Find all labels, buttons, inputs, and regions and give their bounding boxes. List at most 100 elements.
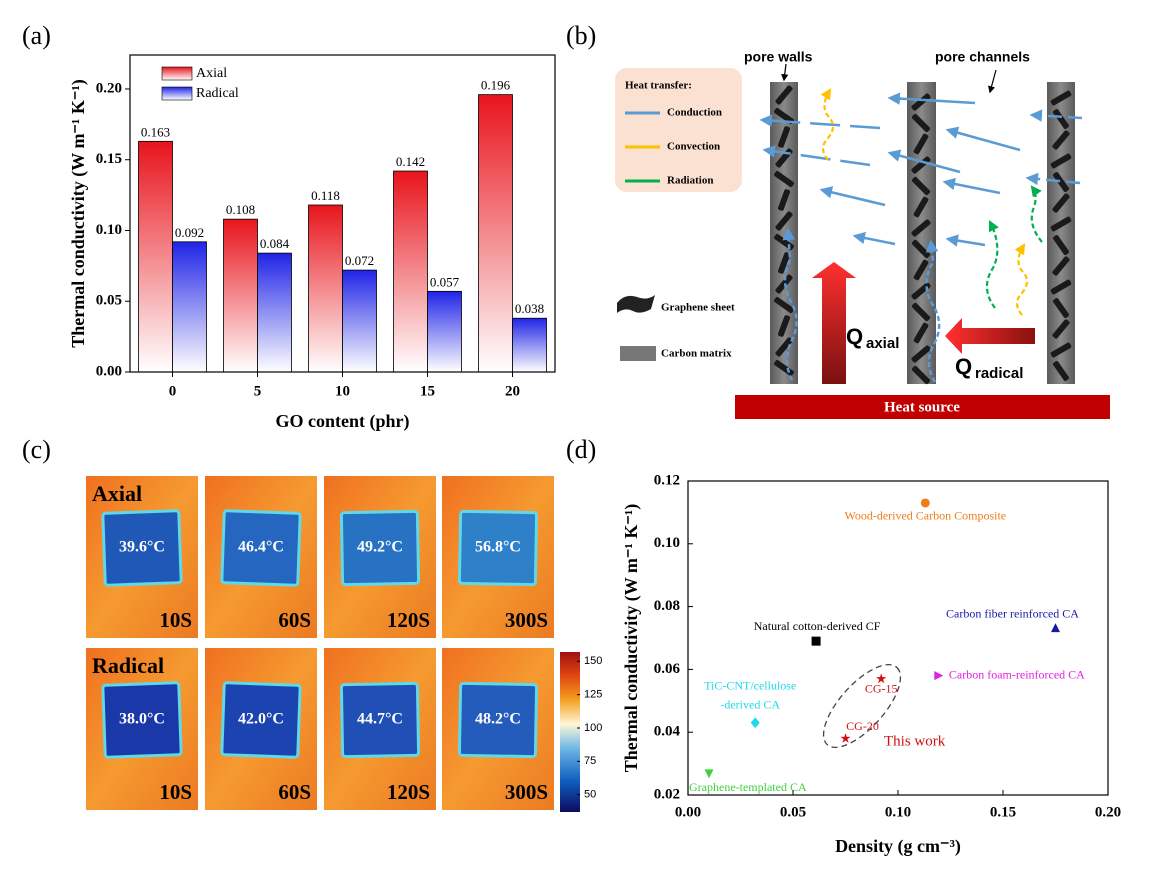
graphene-sheet	[1052, 319, 1070, 339]
temperature: 46.4°C	[238, 539, 284, 556]
colorbar-label: 100	[584, 722, 602, 734]
time-label: 120S	[387, 608, 430, 632]
point-label: -derived CA	[720, 698, 780, 712]
value-label: 0.057	[430, 274, 460, 289]
legend-label: Axial	[196, 66, 227, 81]
legend-label: Radical	[196, 86, 239, 101]
value-label: 0.038	[515, 301, 544, 316]
x-tick-label: 0.05	[780, 804, 806, 820]
y-tick-label: 0.06	[654, 661, 681, 677]
diagram: pore walls pore channels Heat transfer: …	[615, 49, 1110, 419]
graphene-sheet	[1053, 235, 1069, 255]
x-tick-label: 5	[254, 383, 262, 399]
graphene-sheet	[775, 337, 793, 357]
q-subscript: radical	[975, 365, 1023, 382]
x-tick-label: 0.20	[1095, 804, 1121, 820]
radiation-arrows	[985, 185, 1043, 309]
bar	[138, 140, 173, 373]
point-label: CG-15	[865, 682, 898, 696]
label: Carbon matrix	[661, 348, 732, 360]
graphene-sheet	[913, 196, 929, 218]
graphene-sheet	[777, 252, 791, 274]
y-tick-label: 0.04	[654, 724, 681, 740]
y-tick-label: 0.10	[96, 222, 122, 238]
temperature: 56.8°C	[475, 539, 521, 556]
label: pore channels	[935, 49, 1030, 65]
bar	[308, 204, 343, 373]
convection-arrows	[820, 88, 1029, 316]
legend-label: Radiation	[667, 175, 713, 187]
value-label: 0.072	[345, 253, 374, 268]
y-tick-label: 0.15	[96, 151, 122, 167]
point-label: Carbon foam-reinforced CA	[949, 667, 1085, 681]
graphene-sheet	[1053, 298, 1069, 318]
point	[1051, 623, 1060, 633]
graphene-sheet	[775, 85, 793, 105]
time-label: 120S	[387, 780, 430, 804]
graphene-sheet	[775, 211, 793, 231]
value-label: 0.142	[396, 154, 425, 169]
pore-wall	[1047, 82, 1075, 384]
y-tick-label: 0.10	[654, 535, 680, 551]
axial-arrow	[812, 262, 856, 384]
point-label: CG-20	[846, 719, 879, 733]
pointer	[988, 69, 997, 94]
sample	[101, 509, 183, 587]
bar	[342, 269, 377, 373]
bar	[172, 241, 207, 373]
colorbar	[560, 652, 580, 812]
plot-frame	[687, 480, 1109, 796]
annotation: This work	[884, 733, 946, 749]
x-tick-label: 0	[169, 383, 177, 399]
value-label: 0.163	[141, 124, 170, 139]
graphene-sheet	[911, 176, 931, 196]
temperature: 42.0°C	[238, 711, 284, 728]
x-tick-label: 15	[420, 383, 435, 399]
conduction-arrows	[759, 92, 1083, 383]
point-label: TiC-CNT/cellulose	[704, 679, 796, 693]
graphene-sheet	[777, 126, 791, 148]
point	[876, 673, 887, 684]
point-label: Graphene-templated CA	[689, 780, 807, 794]
time-label: 300S	[505, 780, 548, 804]
graphene-sheet	[1050, 342, 1072, 358]
graphene-sheet	[913, 259, 929, 281]
y-axis-label: Thermal conductivity (W m⁻¹ K⁻¹)	[68, 79, 89, 347]
panel-label: (d)	[566, 435, 596, 464]
legend-swatch	[161, 86, 193, 101]
colorbar-label: 150	[584, 655, 602, 667]
sample	[457, 681, 539, 759]
point-label: Carbon fiber reinforced CA	[946, 606, 1079, 620]
colorbar-label: 125	[584, 689, 602, 701]
value-label: 0.108	[226, 202, 255, 217]
graphene-sheet	[777, 189, 791, 211]
graphene-sheet	[913, 322, 929, 344]
colorbar-label: 50	[584, 789, 596, 801]
label: pore walls	[744, 49, 813, 65]
temperature: 39.6°C	[119, 539, 165, 556]
y-tick-label: 0.12	[654, 472, 680, 488]
label: Graphene sheet	[661, 302, 735, 314]
bar	[393, 170, 428, 373]
graphene-sheet	[911, 156, 931, 174]
legend-label: Conduction	[667, 107, 722, 119]
bar	[257, 252, 292, 373]
sample	[339, 681, 421, 759]
legend-swatch	[161, 66, 193, 81]
graphene-sheet	[1053, 361, 1069, 381]
panel-label: (a)	[22, 21, 51, 50]
matrix-icon	[620, 346, 656, 361]
q-symbol: Q	[846, 324, 863, 349]
x-tick-label: 10	[335, 383, 350, 399]
row-label: Axial	[92, 481, 142, 506]
panel-label: (c)	[22, 435, 51, 464]
graphene-sheet	[774, 171, 794, 187]
y-tick-label: 0.08	[654, 598, 680, 614]
graphene-sheet	[1052, 193, 1070, 213]
bar	[427, 290, 462, 373]
temperature: 49.2°C	[357, 539, 403, 556]
bar	[223, 218, 258, 373]
value-label: 0.092	[175, 225, 204, 240]
graphene-sheet	[1050, 216, 1072, 232]
graphene-sheet	[1050, 153, 1072, 169]
